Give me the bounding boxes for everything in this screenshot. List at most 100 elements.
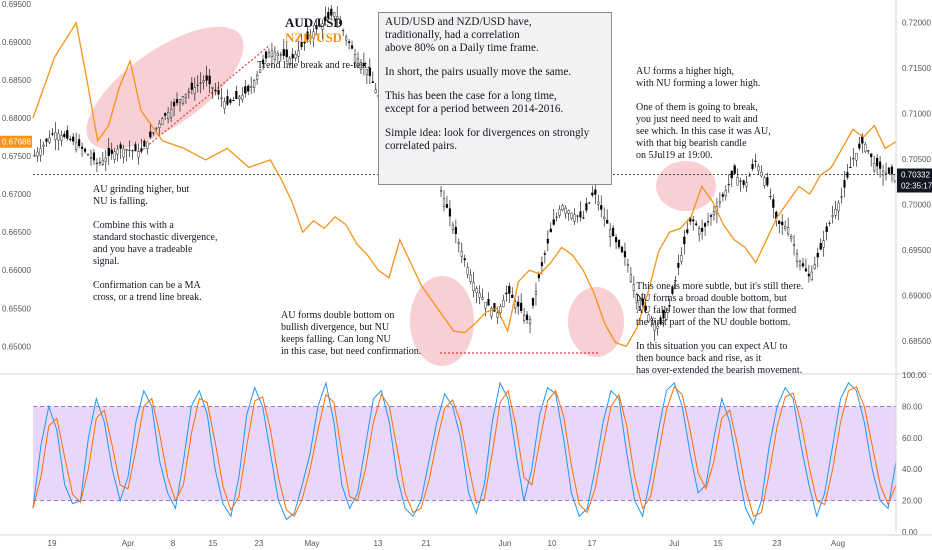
aud-candle xyxy=(36,151,39,157)
stoch-axis-tick: 100.00 xyxy=(902,371,927,380)
aud-candle xyxy=(63,133,66,138)
aud-candle xyxy=(155,127,158,129)
aud-candle xyxy=(347,41,351,43)
x-axis-tick: 21 xyxy=(422,539,431,548)
right-axis-tick: 0.68500 xyxy=(902,337,931,346)
aud-candle xyxy=(484,301,487,309)
aud-candle xyxy=(588,202,591,204)
aud-candle xyxy=(822,240,825,248)
info-box: AUD/USD and NZD/USD have, traditionally,… xyxy=(378,12,612,185)
aud-candle xyxy=(801,263,805,267)
aud-candle xyxy=(353,53,357,63)
aud-candle xyxy=(86,154,90,156)
aud-candle xyxy=(469,274,472,282)
left-axis-tick: 0.67000 xyxy=(2,190,31,199)
aud-candle xyxy=(250,86,253,88)
aud-candle xyxy=(69,138,72,141)
stoch-axis-tick: 40.00 xyxy=(902,465,923,474)
aud-candle xyxy=(48,137,51,143)
aud-candle xyxy=(703,223,707,227)
aud-candle xyxy=(181,96,185,104)
aud-candle xyxy=(603,216,606,219)
aud-candle xyxy=(855,153,858,161)
aud-candle xyxy=(511,294,514,298)
aud-candle xyxy=(890,166,894,175)
aud-candle xyxy=(104,157,107,162)
aud-candle xyxy=(852,158,855,160)
aud-candle xyxy=(517,301,520,307)
aud-candle xyxy=(164,113,167,116)
aud-candle xyxy=(567,210,570,214)
trendline xyxy=(139,44,271,153)
aud-candle xyxy=(261,59,265,65)
aud-candle xyxy=(312,31,315,39)
note-subtle: This one is more subtle, but it's still … xyxy=(636,281,804,376)
aud-candle xyxy=(751,164,754,169)
aud-candle xyxy=(656,325,659,329)
aud-candle xyxy=(75,142,78,150)
note-higher-high: AU forms a higher high, with NU forming … xyxy=(636,66,771,161)
aud-candle xyxy=(143,140,146,147)
left-axis-tick: 0.69000 xyxy=(2,38,31,47)
aud-candle xyxy=(321,23,324,30)
x-axis-tick: May xyxy=(304,539,319,548)
aud-candle xyxy=(647,314,650,322)
aud-candle xyxy=(345,36,348,41)
aud-candle xyxy=(769,196,772,198)
aud-candle xyxy=(350,45,354,49)
left-axis-tick: 0.69500 xyxy=(2,0,31,9)
aud-candle xyxy=(475,288,478,293)
aud-candle xyxy=(134,144,137,152)
left-axis-tick: 0.66000 xyxy=(2,266,31,275)
aud-candle xyxy=(546,238,549,244)
aud-candle xyxy=(558,209,561,216)
aud-candle xyxy=(217,90,220,95)
aud-candle xyxy=(867,150,870,152)
aud-candle xyxy=(665,312,668,320)
nzd-line xyxy=(32,21,897,348)
aud-candle xyxy=(78,139,81,146)
aud-candle xyxy=(611,227,615,237)
right-current-badge xyxy=(897,168,932,193)
aud-candle xyxy=(439,190,443,192)
aud-candle xyxy=(187,91,190,94)
x-axis-tick: 15 xyxy=(714,539,723,548)
aud-candle xyxy=(51,133,54,135)
aud-candle xyxy=(698,228,701,235)
aud-candle xyxy=(766,177,769,186)
aud-candle xyxy=(490,308,493,317)
aud-candle xyxy=(772,199,775,208)
aud-candle xyxy=(742,180,745,185)
aud-candle xyxy=(214,89,217,92)
x-axis-tick: Aug xyxy=(831,539,845,548)
aud-candle xyxy=(92,152,96,161)
aud-candle xyxy=(253,80,256,88)
stoch-d-line xyxy=(32,385,897,518)
aud-candle xyxy=(161,118,164,125)
legend-aud: AUD/USD xyxy=(285,15,343,30)
aud-candle xyxy=(125,149,128,151)
aud-candle xyxy=(258,69,262,73)
aud-candle xyxy=(140,148,143,152)
aud-candle xyxy=(695,223,698,226)
aud-candle xyxy=(220,97,223,100)
aud-candle xyxy=(819,242,822,250)
aud-candle xyxy=(95,162,99,164)
aud-candle xyxy=(727,184,730,186)
aud-candle xyxy=(579,211,582,218)
highlight-ellipse xyxy=(410,276,474,366)
aud-candle xyxy=(858,143,861,149)
aud-candle xyxy=(445,204,449,208)
aud-candle xyxy=(371,81,374,83)
aud-candle xyxy=(356,58,360,68)
aud-candle xyxy=(864,144,867,152)
highlight-ellipse xyxy=(568,287,624,357)
aud-candle xyxy=(632,284,635,291)
aud-candle xyxy=(487,299,490,306)
aud-candle xyxy=(137,151,140,158)
aud-candle xyxy=(460,251,463,257)
aud-candle xyxy=(683,236,686,245)
aud-candle xyxy=(297,50,300,57)
aud-candle xyxy=(60,135,63,141)
left-axis-tick: 0.68500 xyxy=(2,76,31,85)
